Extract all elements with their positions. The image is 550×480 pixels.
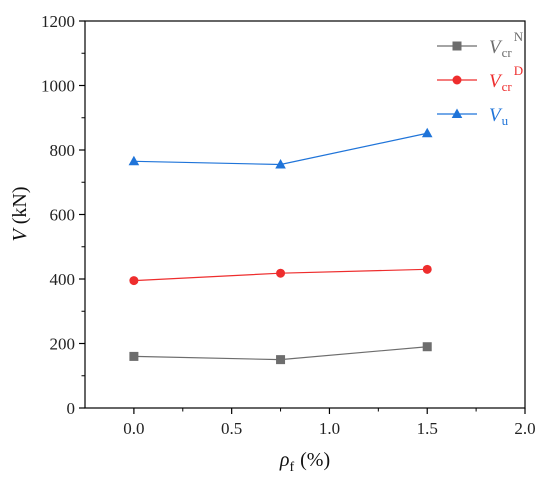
- legend-label-symbol: V: [489, 105, 503, 126]
- data-point-vu: [128, 155, 140, 166]
- legend-label: VcrN: [489, 29, 524, 60]
- chart-series: [128, 127, 433, 365]
- legend-label-subscript: cr: [502, 45, 513, 60]
- y-tick-label: 800: [50, 141, 76, 160]
- y-tick-label: 0: [67, 399, 76, 418]
- x-tick-label: 0.5: [221, 419, 242, 438]
- legend-label-subscript: cr: [502, 79, 513, 94]
- y-tick-label: 1200: [41, 12, 75, 31]
- legend-label: VcrD: [489, 63, 523, 94]
- y-tick-label: 200: [50, 335, 76, 354]
- legend-entry-vcrN: VcrN: [437, 29, 524, 60]
- y-axis-label-unit: (kN): [9, 187, 31, 225]
- y-axis-label: V(kN): [9, 187, 31, 242]
- legend-entry-vu: Vu: [437, 105, 509, 128]
- legend-marker: [452, 75, 462, 85]
- y-axis-label-symbol: V: [9, 226, 31, 241]
- series-vcrN: [129, 342, 432, 365]
- legend-label-superscript: D: [514, 63, 523, 78]
- data-point-vcrN: [422, 342, 432, 352]
- x-axis-label-symbol: ρ: [279, 449, 290, 471]
- x-axis-label-subscript: f: [289, 460, 294, 475]
- plot-area-frame: [84, 20, 526, 409]
- data-point-vcrN: [129, 351, 139, 361]
- data-point-vu: [421, 127, 433, 138]
- data-point-vcrD: [422, 264, 432, 274]
- x-axis-label: ρf (%): [279, 449, 330, 475]
- legend-label-symbol: V: [489, 71, 503, 92]
- x-tick-label: 1.5: [417, 419, 438, 438]
- x-tick-label: 2.0: [514, 419, 535, 438]
- legend-entry-vcrD: VcrD: [437, 63, 523, 94]
- x-tick-label: 1.0: [319, 419, 340, 438]
- y-tick-label: 400: [50, 270, 76, 289]
- series-vcrD: [129, 264, 432, 286]
- legend-label-superscript: N: [514, 29, 524, 44]
- data-point-vcrD: [129, 276, 139, 286]
- legend-label: Vu: [489, 105, 509, 128]
- axis-ticks: 0.0 0.5 1.0 1.5 2.0 0 200 400 600 800 1000 1200: [41, 12, 536, 438]
- legend-marker: [451, 108, 463, 118]
- legend-label-subscript: u: [502, 113, 509, 128]
- data-point-vcrN: [276, 355, 286, 365]
- y-tick-label: 600: [50, 206, 76, 225]
- y-tick-label: 1000: [41, 77, 75, 96]
- legend-label-symbol: V: [489, 37, 503, 58]
- legend-marker: [452, 41, 462, 51]
- data-point-vu: [275, 159, 286, 169]
- x-tick-label: 0.0: [123, 419, 144, 438]
- data-point-vcrD: [276, 268, 286, 278]
- series-vu: [128, 127, 433, 169]
- x-axis-label-unit: (%): [300, 449, 330, 471]
